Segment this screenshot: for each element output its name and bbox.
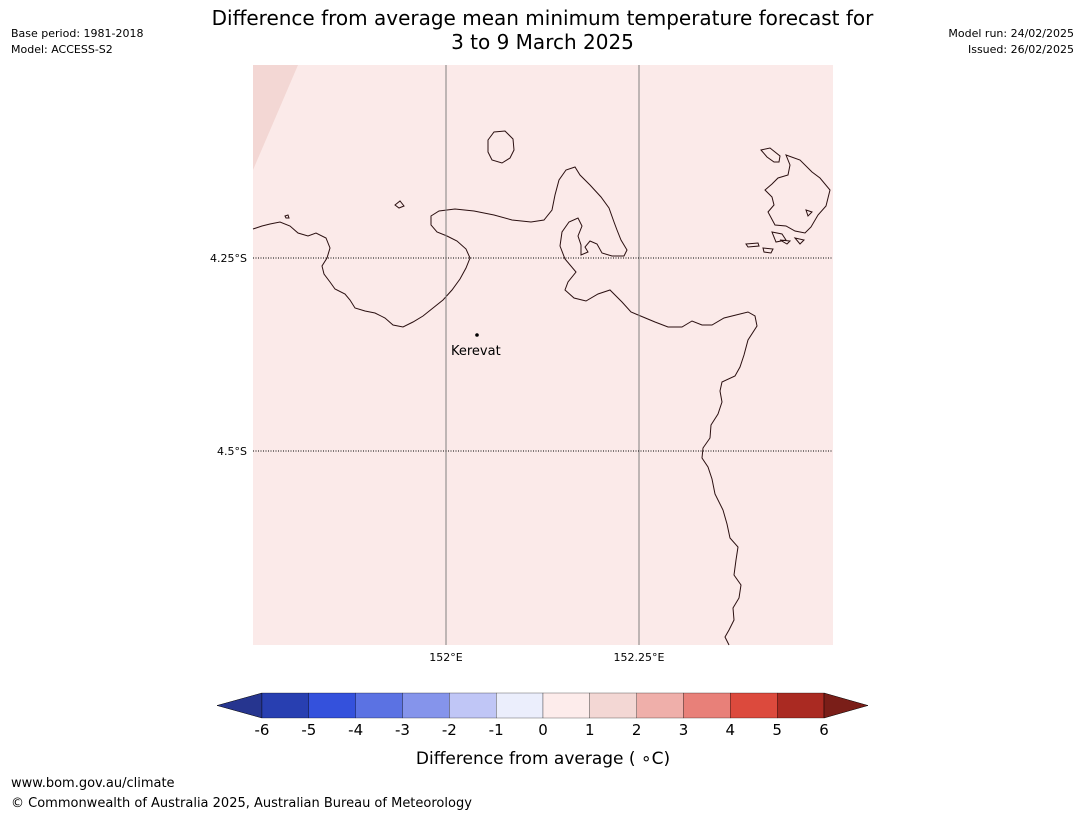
footer-url: www.bom.gov.au/climate: [11, 776, 175, 791]
colorbar-swatch: [355, 692, 403, 719]
kerevat-marker: [475, 333, 479, 337]
colorbar-tick-label: 1: [585, 721, 595, 739]
colorbar-swatch: [496, 692, 544, 719]
footer-copyright: © Commonwealth of Australia 2025, Austra…: [11, 796, 472, 811]
model-run-text: Model run: 24/02/2025: [948, 27, 1074, 40]
colorbar-tick-label: 5: [772, 721, 782, 739]
coastline-island-1: [487, 130, 515, 164]
colorbar-label: Difference from average ( ∘C): [416, 749, 670, 769]
colorbar-tick-label: -3: [395, 721, 410, 739]
colorbar-swatch: [589, 692, 637, 719]
colorbar-swatch: [542, 692, 590, 719]
colorbar-swatch: [308, 692, 356, 719]
lat-label-4-25s: 4.25°S: [210, 252, 247, 265]
graticule: [253, 65, 833, 645]
map-corner-anomaly-region: [253, 65, 298, 170]
page-title: Difference from average mean minimum tem…: [0, 6, 1085, 54]
colorbar-swatch: [683, 692, 731, 719]
coastline-islet-1: [284, 214, 290, 219]
model-text: Model: ACCESS-S2: [11, 43, 113, 56]
colorbar-tick-label: 3: [679, 721, 689, 739]
colorbar-tick-label: 4: [726, 721, 736, 739]
colorbar-tick-label: -1: [489, 721, 504, 739]
coastline: [252, 130, 831, 646]
colorbar-tick-label: -4: [348, 721, 363, 739]
kerevat-label: Kerevat: [451, 344, 501, 359]
colorbar-tick-label: 0: [538, 721, 548, 739]
lon-label-152e: 152°E: [429, 651, 462, 664]
colorbar-swatch: [777, 692, 825, 719]
colorbar-tick-label: 6: [819, 721, 829, 739]
meta-right: Model run: 24/02/2025 Issued: 26/02/2025: [948, 26, 1074, 58]
coastline-island-2: [394, 200, 405, 209]
colorbar-swatches: [216, 692, 869, 719]
colorbar-tick-label: 2: [632, 721, 642, 739]
lat-label-4-5s: 4.5°S: [217, 445, 247, 458]
meta-left: Base period: 1981-2018 Model: ACCESS-S2: [11, 26, 143, 58]
colorbar-swatch: [402, 692, 450, 719]
colorbar-swatch: [636, 692, 684, 719]
title-line-1: Difference from average mean minimum tem…: [211, 6, 874, 30]
coastline-main: [252, 166, 758, 646]
colorbar-swatch: [261, 692, 309, 719]
issued-text: Issued: 26/02/2025: [967, 43, 1074, 56]
colorbar-extend-low: [216, 692, 263, 719]
footer: www.bom.gov.au/climate © Commonwealth of…: [11, 774, 472, 814]
coastline-east-land: [745, 147, 831, 254]
lon-label-152-25e: 152.25°E: [614, 651, 665, 664]
colorbar-swatch: [730, 692, 778, 719]
colorbar-tick-label: -6: [255, 721, 270, 739]
map-background: [253, 65, 833, 645]
colorbar-tick-label: -5: [301, 721, 316, 739]
title-line-2: 3 to 9 March 2025: [451, 30, 634, 54]
colorbar-ticks: -6 -5 -4 -3 -2 -1 0 1 2 3 4 5 6: [255, 721, 829, 739]
colorbar-tick-label: -2: [442, 721, 457, 739]
base-period-text: Base period: 1981-2018: [11, 27, 144, 40]
colorbar-extend-high: [823, 692, 869, 719]
colorbar-swatch: [449, 692, 497, 719]
